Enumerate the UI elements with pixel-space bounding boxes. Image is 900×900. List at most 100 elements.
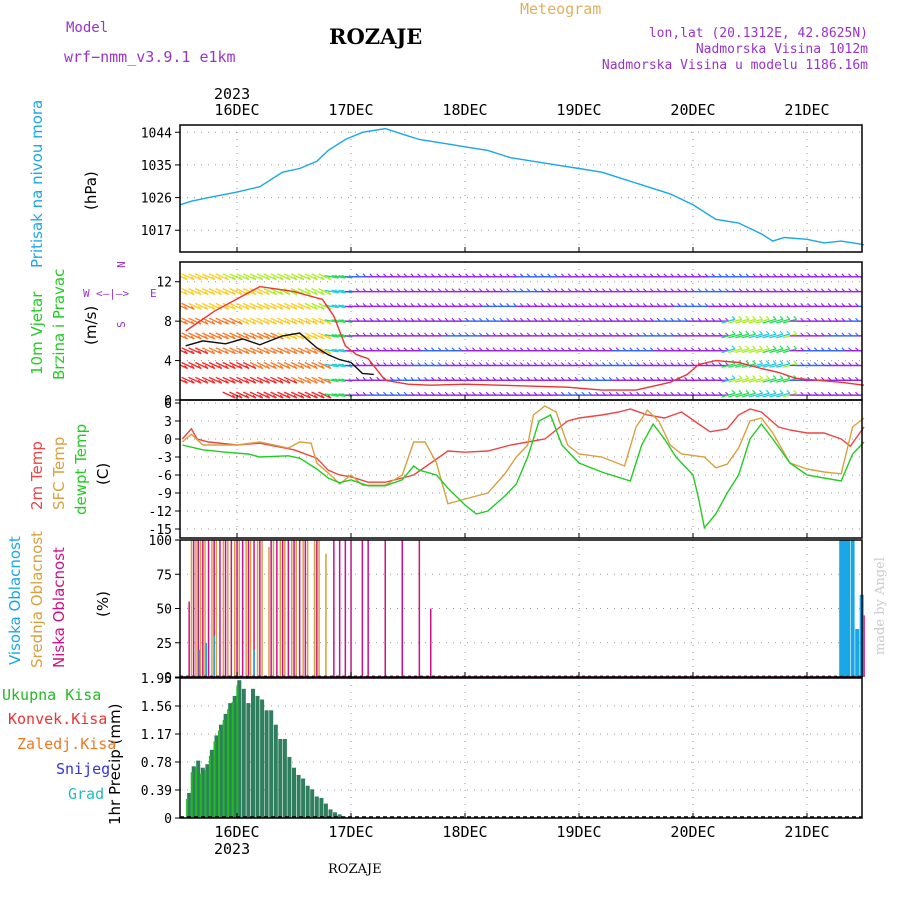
- wind-barb-flag: [779, 345, 784, 350]
- wind-barb-flag: [765, 315, 770, 320]
- wind-barb: [263, 376, 277, 384]
- wind-barb: [188, 376, 202, 384]
- elevation-label: Nadmorska Visina 1012m: [695, 42, 868, 57]
- wind-barb-flag: [232, 305, 236, 310]
- wind-barb: [195, 273, 209, 281]
- wind-barb-flag: [793, 330, 798, 335]
- cloud-bar-niska: [188, 601, 190, 677]
- wind-barb-flag: [225, 276, 229, 281]
- wind-barb: [236, 273, 250, 281]
- wind-barb-flag: [752, 315, 756, 320]
- year-top: 2023: [214, 85, 251, 103]
- wind-barb-flag: [869, 333, 872, 336]
- cloud-bar-niska: [276, 540, 278, 677]
- wind-barb: [195, 302, 209, 310]
- wind-barb-flag: [759, 330, 763, 335]
- precip-bar: [296, 774, 301, 818]
- wind-barb-flag: [752, 375, 756, 379]
- precip-bar: [219, 724, 223, 818]
- wind-barb: [215, 273, 229, 281]
- wind-barb-flag: [204, 305, 209, 310]
- wind-barb: [181, 361, 195, 370]
- wind-barb: [216, 392, 229, 398]
- wind-barb: [324, 334, 339, 338]
- wind-barb-flag: [266, 305, 270, 310]
- wind-barb: [249, 288, 263, 296]
- cloud-bar-srednja: [190, 540, 193, 677]
- wind-barb-flag: [225, 291, 229, 295]
- wind-barb: [735, 392, 749, 398]
- temp-label-dewpt: dewpt Temp: [72, 423, 90, 515]
- wind-barb: [741, 392, 756, 398]
- wind-barb-flag: [184, 320, 188, 325]
- wind-barb: [290, 376, 305, 384]
- wind-barb: [755, 333, 770, 339]
- wind-barb: [776, 348, 790, 354]
- model-elevation-label: Nadmorska Visina u modelu 1186.16m: [601, 58, 868, 73]
- wind-barb: [776, 377, 790, 383]
- wind-barb: [222, 317, 236, 325]
- wind-barb: [181, 347, 195, 355]
- cloud-bar-niska: [247, 540, 250, 677]
- precip-bar: [241, 688, 246, 818]
- precip-bar: [251, 688, 255, 818]
- cloud-bar-niska: [298, 540, 301, 677]
- wind-barb-flag: [225, 335, 229, 340]
- wind-barb: [249, 332, 263, 340]
- precip-bar: [196, 760, 201, 818]
- wind-barb: [769, 318, 784, 324]
- x-tick-label-bottom: 19DEC: [556, 823, 601, 841]
- wind-barb-flag: [279, 350, 284, 355]
- wind-barb: [776, 318, 790, 324]
- wind-barb: [229, 391, 243, 399]
- wind-barb: [311, 361, 325, 370]
- wind-barb-flag: [759, 375, 763, 379]
- model-label: Model: [66, 20, 109, 36]
- wind-barb: [318, 273, 332, 281]
- wind-barb: [215, 361, 229, 370]
- wind-label-line2: Brzina i Pravac: [50, 268, 68, 380]
- wind-barb-flag: [320, 379, 325, 384]
- wind-barb: [331, 274, 346, 279]
- wind-barb: [297, 273, 311, 281]
- wind-barb: [215, 317, 229, 325]
- precip-bar-rain: [231, 701, 234, 818]
- wind-barb: [208, 376, 222, 384]
- wind-barb: [762, 333, 777, 339]
- cloud-bar-visoka: [213, 635, 215, 677]
- wind-barb-flag: [218, 379, 223, 384]
- cloud-label-srednja: Srednja Oblacnost: [28, 530, 46, 668]
- wind-barb: [236, 391, 250, 399]
- cloud-bar-niska: [236, 540, 238, 677]
- wind-barb-flag: [190, 305, 195, 310]
- wind-barb: [311, 332, 325, 340]
- wind-barb: [290, 347, 305, 355]
- wind-barb: [304, 302, 318, 310]
- wind-barb-flag: [197, 276, 202, 281]
- cloud-bar-srednja: [195, 540, 197, 677]
- wind-barb-flag: [745, 330, 750, 335]
- wind-barb-flag: [184, 350, 188, 355]
- precip-bar: [319, 797, 324, 818]
- cloud-bar-visoka: [850, 540, 855, 677]
- cloud-bar-visoka: [842, 540, 847, 677]
- wind-barb: [201, 288, 216, 296]
- wind-barb-flag: [759, 360, 763, 365]
- wind-barb: [263, 317, 277, 325]
- wind-barb-flag: [184, 365, 188, 369]
- wind-unit: (m/s): [82, 305, 100, 345]
- wind-barb: [249, 273, 263, 281]
- wind-barb-flag: [273, 305, 277, 310]
- wind-barb-flag: [293, 335, 298, 340]
- wind-barb-flag: [307, 276, 311, 281]
- wind-barb-flag: [307, 291, 311, 295]
- cloud-bar-niska: [344, 540, 347, 677]
- wind-barb: [304, 391, 318, 399]
- wind-barb-flag: [232, 379, 236, 384]
- wind-barb: [236, 332, 250, 340]
- wind-barb-flag: [314, 394, 318, 399]
- wind-barb: [290, 391, 305, 399]
- wind-barb-flag: [238, 305, 243, 310]
- x-tick-label-bottom: 17DEC: [328, 823, 373, 841]
